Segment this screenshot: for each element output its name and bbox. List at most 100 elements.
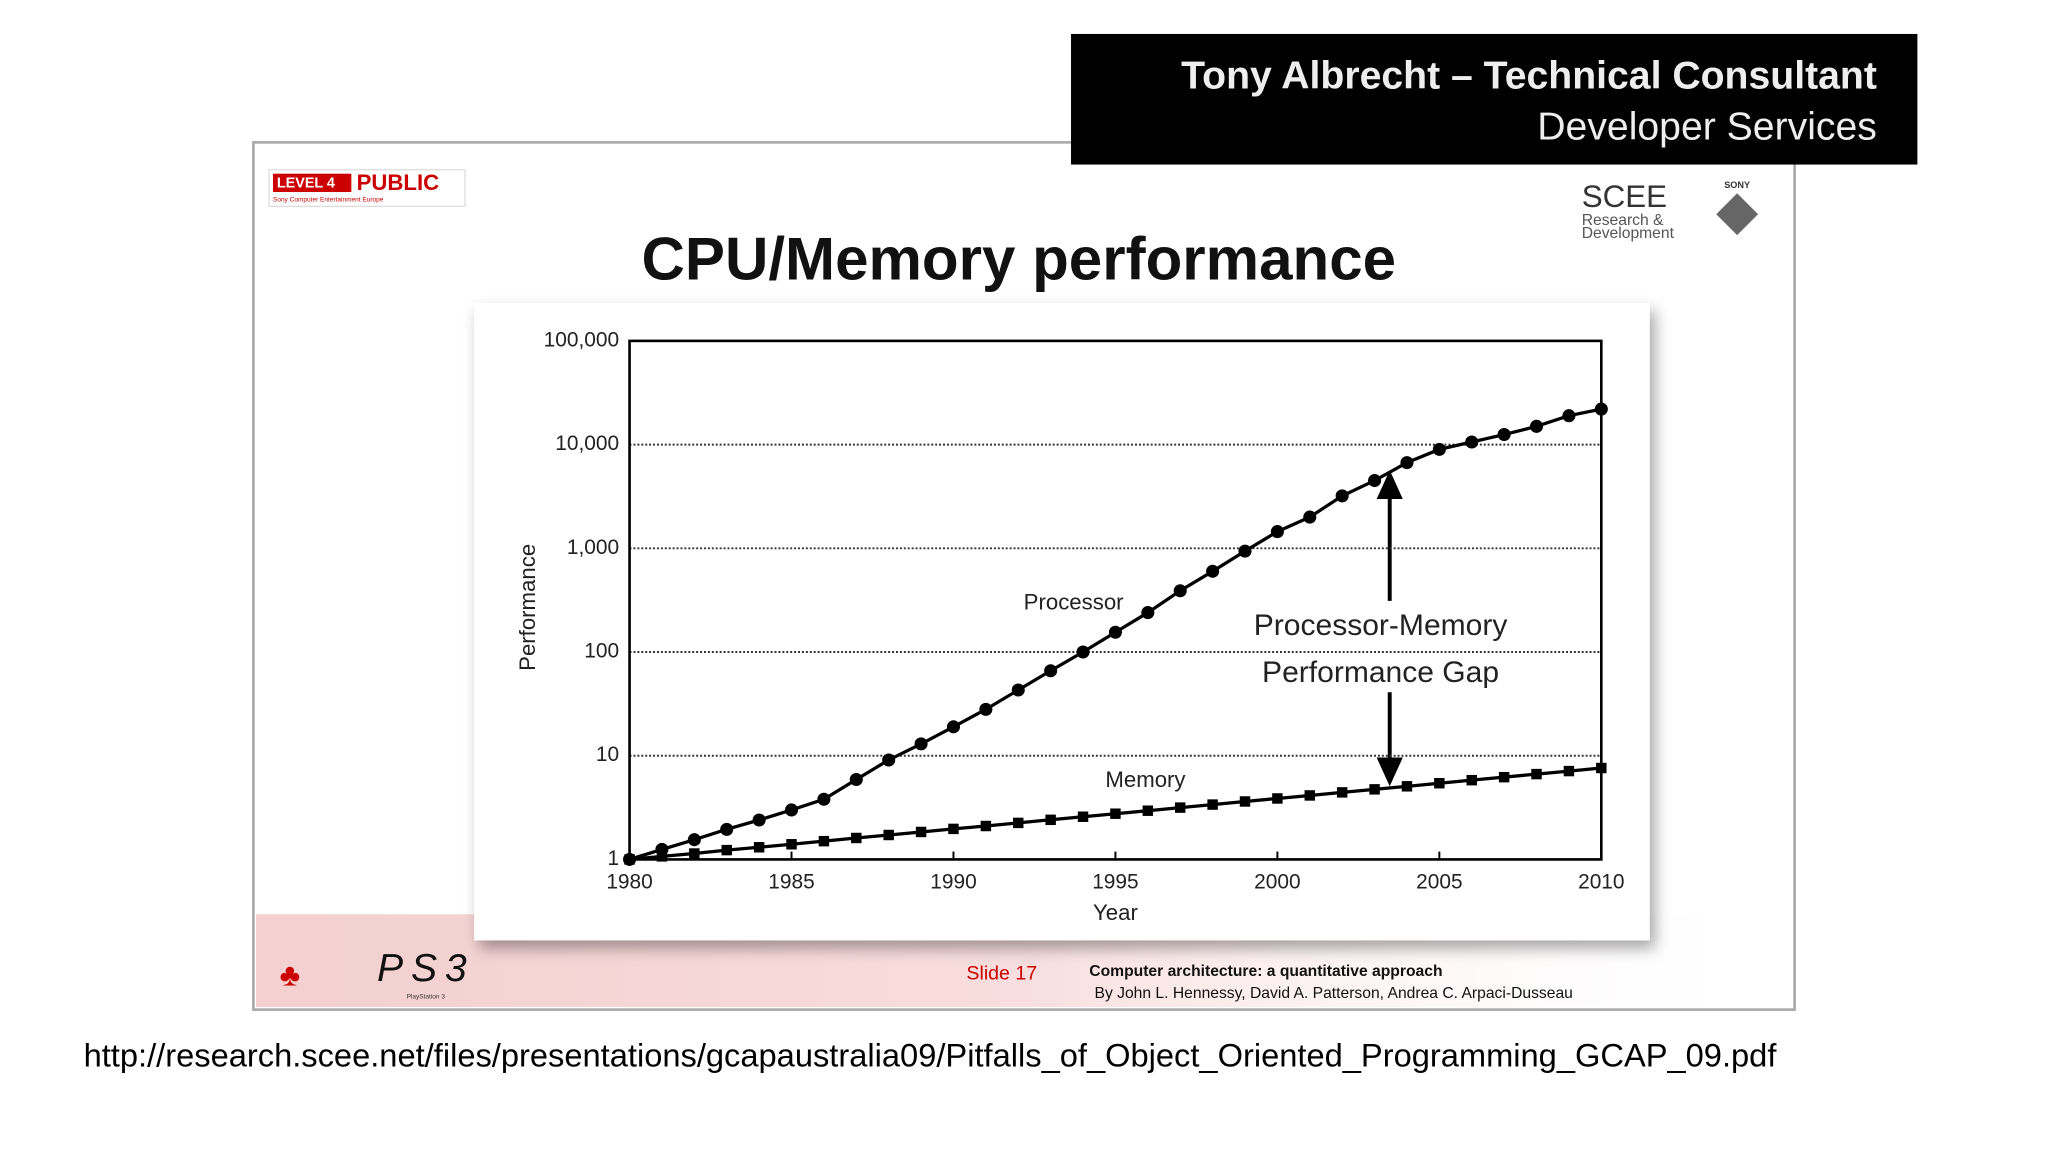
y-tick-label: 10 <box>596 743 619 766</box>
data-marker <box>1369 784 1380 795</box>
data-marker <box>948 823 959 835</box>
ps3-logo: PS3 <box>377 947 475 990</box>
x-tick-label: 2005 <box>1416 870 1462 893</box>
data-marker <box>752 813 766 827</box>
y-tick-label: 1,000 <box>567 536 619 559</box>
ps-logo: ♣ <box>280 957 301 992</box>
data-marker <box>883 829 894 841</box>
data-marker <box>656 851 668 862</box>
y-tick-label: 10,000 <box>555 432 619 455</box>
x-tick-label: 1995 <box>1092 870 1138 893</box>
data-marker <box>784 803 799 817</box>
data-marker <box>915 826 927 838</box>
y-tick-label: 1 <box>607 847 619 870</box>
gap-arrows <box>1376 470 1403 787</box>
data-marker <box>1466 774 1477 786</box>
x-tick-label: 1980 <box>606 870 652 893</box>
arrow-head-up <box>1376 470 1403 499</box>
data-marker <box>849 772 863 787</box>
data-marker <box>687 833 701 847</box>
header-box <box>1071 33 1918 165</box>
citation-title: Computer architecture: a quantitative ap… <box>1089 963 1442 980</box>
logo-diamond <box>1716 193 1759 236</box>
data-marker <box>817 792 831 806</box>
data-marker <box>882 753 896 767</box>
data-marker <box>1432 442 1446 456</box>
data-marker <box>753 842 765 853</box>
data-marker <box>1045 814 1056 826</box>
data-marker <box>721 844 732 856</box>
data-marker <box>1141 606 1155 620</box>
data-marker <box>1239 796 1251 807</box>
data-marker <box>1335 489 1349 503</box>
x-tick-label: 2010 <box>1578 870 1624 893</box>
logo-sony: SONY <box>1724 180 1750 190</box>
data-marker <box>1013 817 1024 829</box>
badge <box>268 169 466 208</box>
data-marker <box>914 737 928 751</box>
badge-public: PUBLIC <box>357 170 440 195</box>
x-tick-label: 1985 <box>768 870 814 893</box>
logo-scee: SCEE <box>1582 179 1667 214</box>
data-marker <box>624 854 635 865</box>
data-marker <box>1562 409 1576 423</box>
slide-number: Slide 17 <box>966 963 1037 985</box>
y-axis-label: Performance <box>515 544 540 671</box>
data-marker <box>1044 664 1058 678</box>
y-tick-label: 100 <box>584 640 619 663</box>
data-marker <box>689 848 700 859</box>
logo-rd-2: Development <box>1582 225 1675 242</box>
data-marker <box>1401 781 1413 792</box>
ps3-sub: PlayStation 3 <box>407 993 446 1000</box>
data-marker <box>786 839 797 850</box>
data-marker <box>1207 799 1218 810</box>
data-marker <box>1238 544 1252 558</box>
data-marker <box>1465 435 1479 449</box>
data-marker <box>1304 790 1316 801</box>
data-marker <box>1270 525 1284 539</box>
data-marker <box>1594 402 1608 416</box>
source-url: http://research.scee.net/files/presentat… <box>84 1037 1778 1074</box>
data-marker <box>1596 762 1607 774</box>
annotation: Memory <box>1105 767 1186 792</box>
x-axis-label: Year <box>1093 900 1138 925</box>
data-marker <box>1272 793 1283 804</box>
logo-rd-1: Research & <box>1582 212 1664 229</box>
data-marker <box>946 720 960 734</box>
arrow-head-down <box>1376 757 1403 787</box>
chart-title: CPU/Memory performance <box>642 226 1397 293</box>
x-tick-label: 2000 <box>1254 870 1300 893</box>
annotation: Processor <box>1024 589 1124 614</box>
data-marker <box>1368 474 1382 488</box>
data-marker <box>1529 419 1544 433</box>
data-marker <box>979 702 993 716</box>
citation-authors: By John L. Hennessy, David A. Patterson,… <box>1095 985 1573 1002</box>
data-marker <box>1142 805 1154 816</box>
chart-panel <box>474 303 1650 941</box>
data-marker <box>1336 787 1348 798</box>
data-marker <box>980 820 992 832</box>
data-marker <box>1077 811 1089 822</box>
data-marker <box>1563 765 1575 777</box>
data-marker <box>1434 778 1445 789</box>
header-role: Developer Services <box>1537 106 1877 149</box>
data-marker <box>1011 683 1025 697</box>
data-marker <box>1076 645 1090 659</box>
data-marker <box>851 832 862 844</box>
annotation: Performance Gap <box>1262 656 1499 689</box>
data-marker <box>818 835 830 847</box>
data-marker <box>1498 771 1510 783</box>
data-marker <box>1497 428 1511 442</box>
data-marker <box>1110 808 1121 819</box>
x-tick-label: 1990 <box>930 870 976 893</box>
data-marker <box>1206 564 1220 578</box>
badge-level: LEVEL 4 <box>277 175 335 191</box>
data-marker <box>1303 510 1317 524</box>
data-marker <box>1174 802 1186 813</box>
data-marker <box>1108 625 1122 639</box>
data-marker <box>1531 768 1542 780</box>
badge-level-bg <box>272 173 352 192</box>
data-marker <box>720 822 734 836</box>
